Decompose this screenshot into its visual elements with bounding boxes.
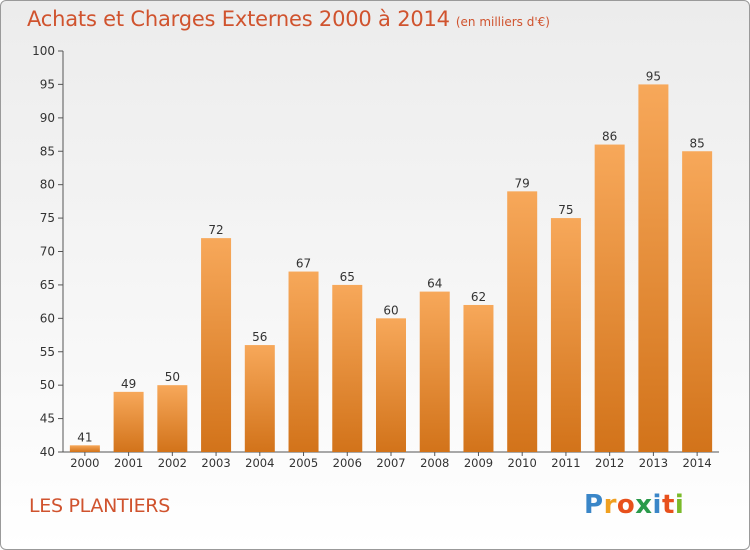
data-label-2006: 65 [340, 270, 355, 284]
y-tick-label: 65 [40, 278, 55, 292]
x-tick-label-2011: 2011 [551, 456, 580, 470]
bars [69, 84, 713, 453]
data-label-2014: 85 [689, 136, 704, 150]
bar-2009 [463, 304, 494, 452]
bar-2013 [638, 84, 669, 453]
data-label-2012: 86 [602, 130, 617, 144]
bar-2003 [201, 238, 232, 452]
x-tick-label-2013: 2013 [639, 456, 668, 470]
x-tick-label-2006: 2006 [333, 456, 362, 470]
data-label-2009: 62 [471, 290, 486, 304]
y-tick-label: 40 [40, 445, 55, 459]
data-label-2008: 64 [427, 277, 442, 291]
y-tick-label: 90 [40, 111, 55, 125]
x-tick-label-2007: 2007 [376, 456, 405, 470]
data-label-2002: 50 [165, 370, 180, 384]
bar-2006 [332, 284, 363, 452]
y-tick-label: 60 [40, 311, 55, 325]
bar-2011 [550, 218, 581, 452]
x-tick-label-2012: 2012 [595, 456, 624, 470]
x-tick-label-2003: 2003 [201, 456, 230, 470]
bar-2012 [594, 144, 625, 453]
bar-2004 [244, 345, 275, 452]
data-labels: 41 49 50 72 56 67 65 60 64 62 79 75 86 95 85 [77, 69, 705, 444]
chart-title-main: Achats et Charges Externes 2000 à 2014 [27, 7, 450, 31]
logo-letter: o [616, 490, 636, 520]
y-tick-label: 100 [32, 44, 55, 58]
data-label-2010: 79 [515, 176, 530, 190]
x-tick-label-2004: 2004 [245, 456, 274, 470]
bar-2007 [376, 318, 406, 452]
bar-2002 [157, 385, 188, 452]
x-tick-label-2005: 2005 [289, 456, 318, 470]
x-tick-label-2000: 2000 [70, 456, 99, 470]
y-tick-label: 80 [40, 178, 55, 192]
data-label-2013: 95 [646, 69, 661, 83]
commune-name: LES PLANTIERS [29, 495, 170, 517]
logo-letter: P [584, 490, 604, 520]
y-tick-label: 85 [40, 144, 55, 158]
logo-letter: x [635, 490, 653, 520]
proxiti-logo: Proxiti [584, 490, 684, 520]
chart-title-unit: (en milliers d'€) [455, 15, 550, 29]
data-label-2001: 49 [121, 377, 136, 391]
data-label-2004: 56 [252, 330, 267, 344]
x-tick-label-2001: 2001 [114, 456, 143, 470]
y-tick-label: 55 [40, 345, 55, 359]
x-tick-label-2014: 2014 [682, 456, 711, 470]
data-label-2007: 60 [383, 303, 398, 317]
data-label-2005: 67 [296, 257, 311, 271]
x-tick-label-2009: 2009 [464, 456, 493, 470]
data-label-2011: 75 [558, 203, 573, 217]
bar-2001 [113, 391, 144, 452]
bar-2014 [682, 151, 713, 452]
bar-2005 [288, 271, 319, 452]
y-tick-label: 70 [40, 245, 55, 259]
y-tick-label: 50 [40, 378, 55, 392]
y-tick-label: 45 [40, 412, 55, 426]
y-tick-label: 95 [40, 77, 55, 91]
x-axis: 2000 2001 2002 2003 2004 2005 2006 2007 2008 2009… [63, 451, 719, 470]
chart-title: Achats et Charges Externes 2000 à 2014 (e… [27, 7, 550, 31]
logo-letter: t [661, 490, 675, 520]
logo-letter: r [603, 490, 617, 520]
logo-letter: i [674, 490, 685, 520]
x-tick-label-2008: 2008 [420, 456, 449, 470]
bar-2008 [419, 291, 450, 452]
logo-letter: i [652, 490, 662, 520]
data-label-2003: 72 [208, 223, 223, 237]
y-tick-label: 75 [40, 211, 55, 225]
bar-2000 [69, 445, 100, 452]
bar-2010 [507, 191, 538, 452]
data-label-2000: 41 [77, 430, 92, 444]
x-tick-label-2002: 2002 [158, 456, 187, 470]
x-tick-label-2010: 2010 [508, 456, 537, 470]
y-axis: 40 45 50 55 60 65 70 75 80 85 90 95 100 [32, 44, 64, 459]
